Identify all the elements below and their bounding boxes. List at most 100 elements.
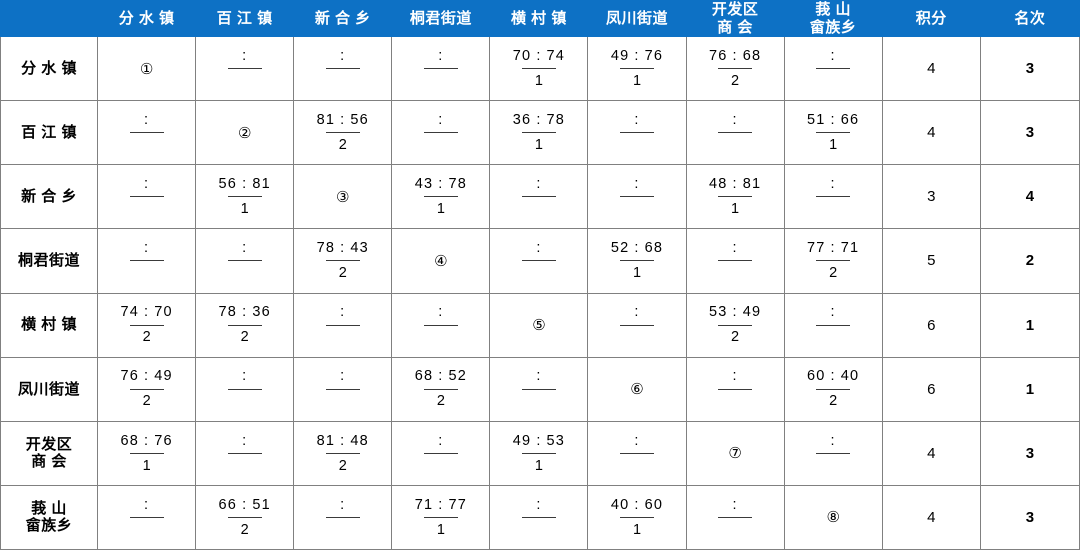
score-line: : [629,432,644,450]
match-points: 2 [829,393,838,410]
score-stack: : [785,294,882,357]
score-separator: : [242,47,248,64]
score-line: : [237,368,252,386]
score-stack: 53:49 2 [687,294,784,357]
match-result-cell: 71:77 1 [391,484,491,550]
score-divider [423,196,458,198]
score-divider [227,260,262,262]
score-stack: : [490,229,587,292]
score-stack: : [785,37,882,100]
score-for: 77 [807,240,826,257]
score-line: : [433,432,448,450]
row-header-line: 商 会 [31,453,67,471]
column-header-line: 横 村 镇 [511,9,567,27]
score-stack: 70:74 1 [490,37,587,100]
diagonal-self-cell: ① [97,35,197,102]
score-divider [620,260,654,262]
match-points: 1 [436,201,445,218]
score-stack: 49:76 1 [588,37,685,100]
score-line: 52:68 [611,239,663,257]
match-result-cell: : [293,35,393,102]
score-stack: : [392,101,489,164]
score-separator: : [242,496,248,513]
score-for: 81 [316,432,336,449]
match-result-cell: 53:49 2 [685,292,785,358]
score-separator: : [242,176,248,193]
circled-number-marker: ⑧ [826,509,840,527]
score-stack: : [294,37,391,100]
score-line: 51:66 [807,111,859,129]
column-header-line: 畲族乡 [809,18,857,36]
score-stack: : [785,165,882,228]
score-divider [816,452,851,454]
match-result-cell: : [391,292,491,358]
score-line: : [531,175,546,193]
match-result-cell: : [685,356,785,422]
score-stack: : [687,486,784,549]
score-against: 68 [742,47,762,64]
score-stack: : [294,486,391,549]
match-result-cell: : [293,484,393,550]
score-divider [423,132,458,134]
score-divider [227,324,262,326]
score-line: : [727,496,742,514]
score-divider [227,452,262,454]
score-for: 49 [610,47,630,64]
match-points: 2 [240,329,249,346]
score-separator: : [144,304,150,321]
match-points: 2 [338,136,347,153]
score-line: 76:68 [709,47,761,65]
score-for: 43 [414,176,434,193]
score-stack: 56:81 1 [196,165,293,228]
table-row: 开发区商 会 68:76 1:81:48 2:49:53 1: ⑦:4 3 [0,420,1080,486]
match-points: 2 [240,521,249,538]
table-row: 凤川街道 76:49 2::68:52 2: ⑥:60:40 2 6 1 [0,356,1080,422]
match-points: 2 [142,329,151,346]
score-line: : [335,304,350,322]
score-divider [325,260,360,262]
score-stack: : [588,294,685,357]
match-result-cell: : [489,228,589,294]
score-divider [718,324,753,326]
column-header-line: 桐君街道 [409,9,472,27]
row-header-line: 莪 山 [31,500,67,518]
score-line: : [531,368,546,386]
score-line: : [139,496,154,514]
score-stack: 51:66 1 [785,101,882,164]
row-header-team-2: 百 江 镇 [0,100,99,166]
total-points-cell: 4 [881,35,981,102]
score-stack: : [687,358,784,421]
score-stack: 71:77 1 [392,486,489,549]
score-separator: : [634,240,640,257]
table-row: 横 村 镇 74:70 2 78:36 2:: ⑤:53:49 2:6 1 [0,292,1080,358]
score-divider [521,388,556,390]
score-separator: : [634,111,640,128]
table-row: 莪 山畲族乡:66:51 2:71:77 1:40:60 1: ⑧ 4 3 [0,484,1080,550]
score-against: 71 [840,240,860,257]
score-divider [423,452,458,454]
match-result-cell: : [587,100,687,166]
score-divider [521,196,556,198]
score-separator: : [438,432,444,449]
score-divider [423,324,458,326]
score-against: 66 [840,111,860,128]
score-separator: : [634,496,640,513]
score-line: : [826,432,841,450]
score-separator: : [634,304,640,321]
score-stack: 77:71 2 [785,229,882,292]
match-result-cell: 76:68 2 [685,35,785,102]
match-points: 1 [632,265,642,282]
score-line: : [629,111,644,129]
column-header-line: 分 水 镇 [118,9,175,27]
score-stack: 68:52 2 [392,358,489,421]
score-against: 36 [252,304,271,321]
score-divider [325,132,360,134]
score-divider [521,68,556,70]
score-separator: : [340,304,346,321]
score-stack: 66:51 2 [196,486,293,549]
score-for: 78 [218,304,238,321]
match-result-cell: 49:76 1 [587,35,687,102]
score-stack: 81:48 2 [294,422,391,485]
match-result-cell: 40:60 1 [587,484,687,550]
score-divider [816,132,851,134]
